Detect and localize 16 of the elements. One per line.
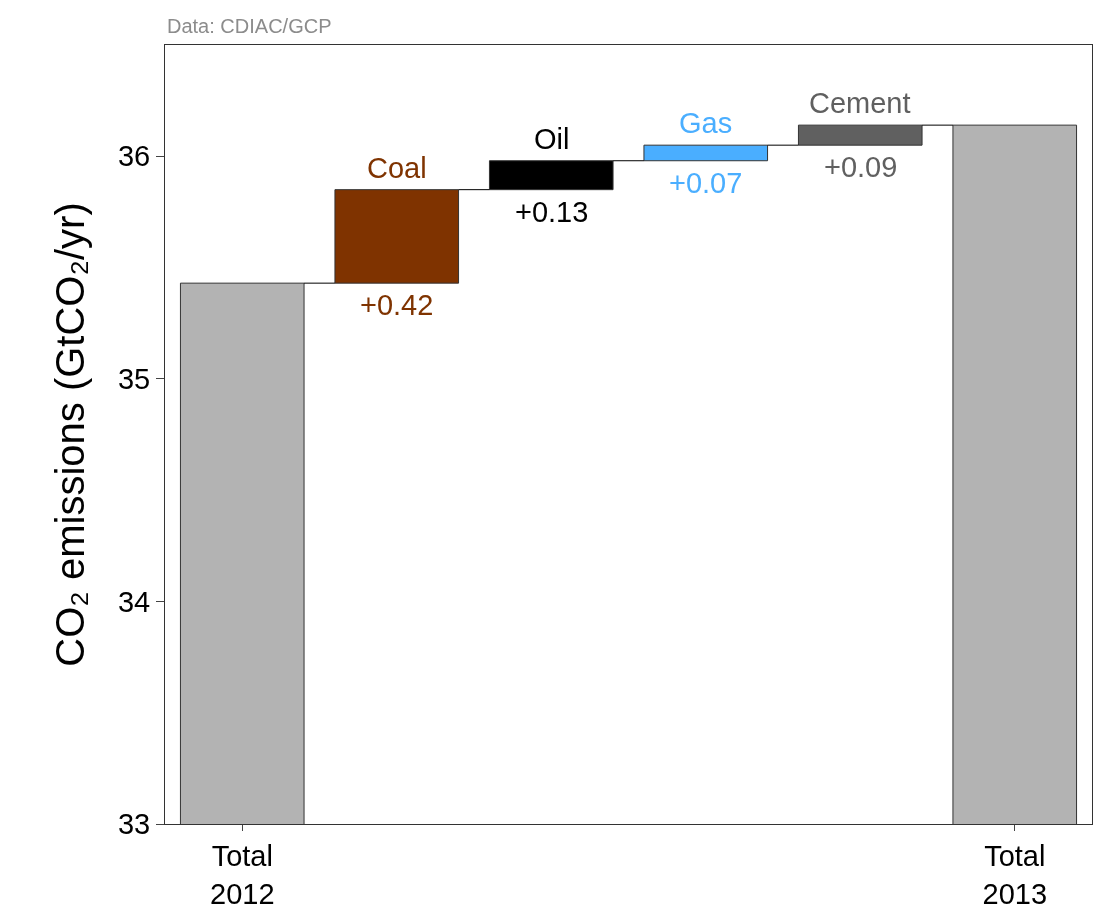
data-label: +0.13 [515,196,589,228]
data-label: +0.07 [669,167,743,199]
data-label: +0.42 [360,289,434,321]
text: Data: CDIAC/GCP [167,15,332,37]
x-tick-label: Total 2013 [982,839,1048,906]
x-tick-label: Oil [534,123,570,155]
x-tick-label: Total 2012 [209,839,275,906]
y-tick-label: 35 [117,363,151,396]
y-tick-label: 36 [117,140,151,173]
y-axis-title: CO₂ emissions (GtCO₂/yr) [48,202,93,667]
x-tick-label: Cement [809,87,911,119]
data-label: +0.09 [824,151,898,183]
y-tick-label: 34 [117,585,151,618]
x-tick-label: Gas [679,107,733,139]
x-tick-label: Coal [367,152,427,184]
y-tick-label: 33 [117,808,151,841]
